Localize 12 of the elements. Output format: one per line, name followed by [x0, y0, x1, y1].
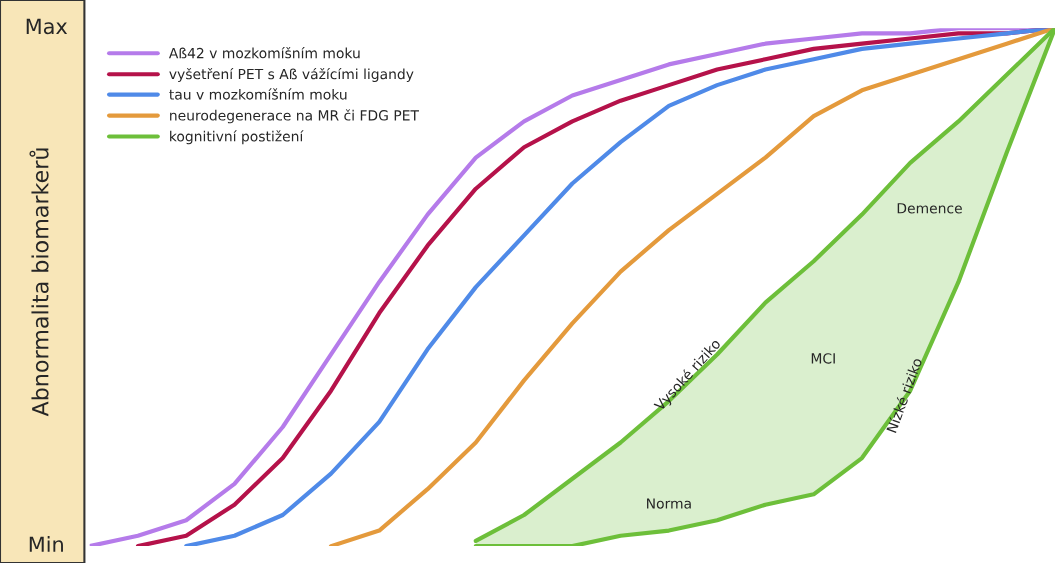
annotation: Max: [26, 18, 68, 35]
annotation: Nízké riziko: [885, 357, 923, 434]
annotation: Norma: [647, 498, 691, 509]
y-axis-title: Abnormalita biomarkerů: [29, 148, 49, 417]
text: Min: [29, 536, 63, 552]
annotation: MCI: [811, 353, 835, 364]
legend-label: tau v mozkomíšním moku: [169, 88, 347, 100]
legend-label: vyšetření PET s Aß vážícími ligandy: [169, 67, 414, 82]
legend-label: kognitivní postižení: [170, 130, 304, 145]
annotation: Demence: [897, 203, 962, 214]
legend-label: neurodegenerace na MR či FDG PET: [170, 109, 419, 124]
legend-label: Aß42 v mozkomíšním moku: [168, 47, 360, 59]
